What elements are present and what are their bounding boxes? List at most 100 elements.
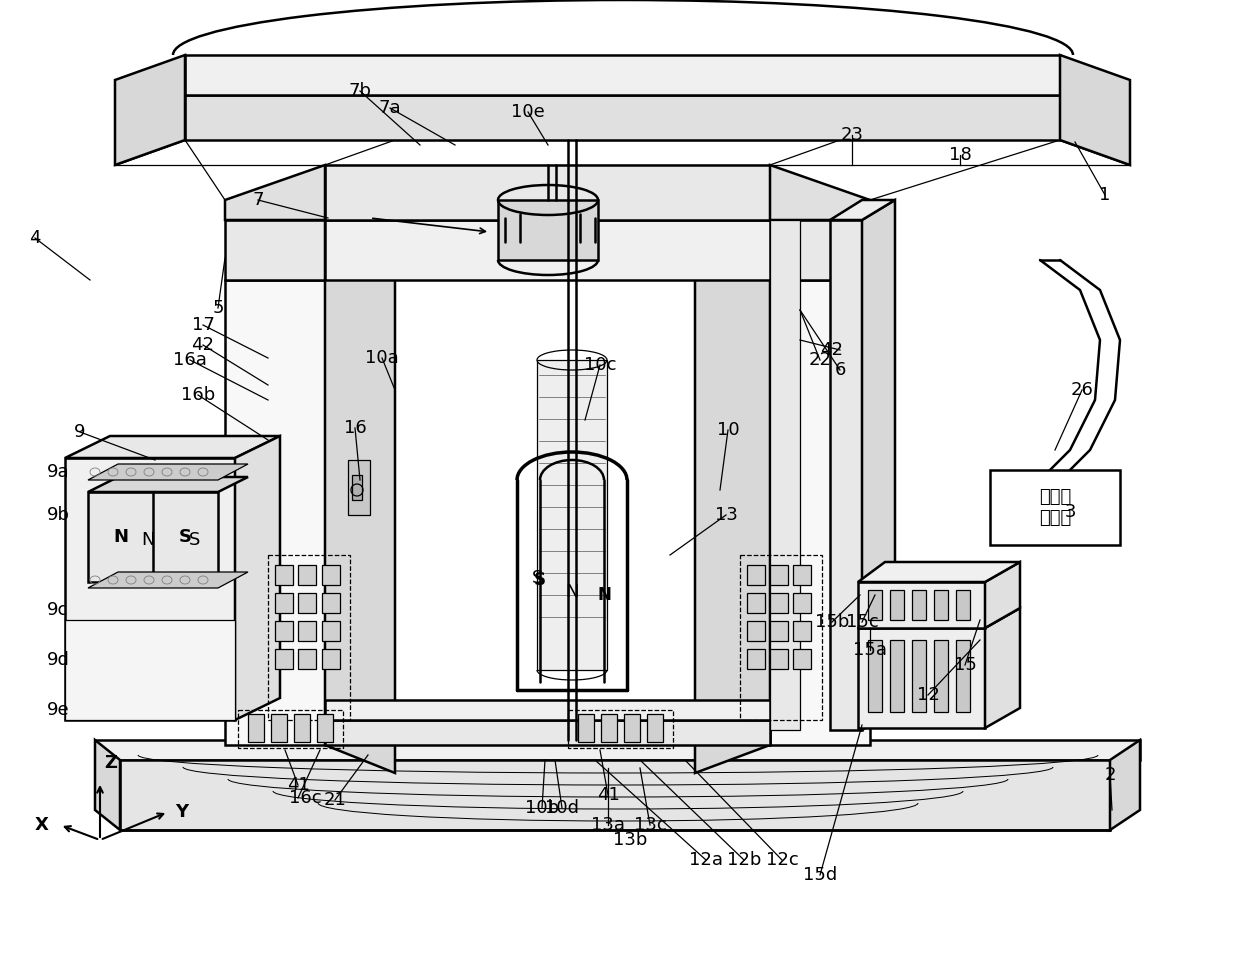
Polygon shape xyxy=(298,621,316,641)
Text: 2: 2 xyxy=(1105,766,1116,784)
Text: S: S xyxy=(179,528,191,546)
Text: 13a: 13a xyxy=(591,816,625,834)
Polygon shape xyxy=(224,280,325,745)
Polygon shape xyxy=(322,593,340,613)
Polygon shape xyxy=(64,620,236,720)
Polygon shape xyxy=(985,562,1021,628)
Polygon shape xyxy=(348,460,370,515)
Polygon shape xyxy=(956,640,970,712)
Polygon shape xyxy=(236,436,280,720)
Polygon shape xyxy=(858,608,1021,628)
Text: 9: 9 xyxy=(74,423,86,441)
Text: 9b: 9b xyxy=(47,506,69,524)
Polygon shape xyxy=(990,470,1120,545)
Polygon shape xyxy=(88,477,248,492)
Polygon shape xyxy=(858,628,985,728)
Text: 15c: 15c xyxy=(846,613,878,631)
Polygon shape xyxy=(746,649,765,669)
Text: 16: 16 xyxy=(343,419,366,437)
Text: 22: 22 xyxy=(808,351,832,369)
Polygon shape xyxy=(325,700,770,720)
Polygon shape xyxy=(275,593,293,613)
Text: 3: 3 xyxy=(1064,503,1076,521)
Polygon shape xyxy=(868,590,882,620)
Polygon shape xyxy=(934,590,949,620)
Text: 16b: 16b xyxy=(181,386,215,404)
Text: 15a: 15a xyxy=(853,641,887,659)
Text: 9a: 9a xyxy=(47,463,69,481)
Polygon shape xyxy=(185,55,1060,95)
Polygon shape xyxy=(770,165,870,220)
Polygon shape xyxy=(830,200,895,220)
Text: 13c: 13c xyxy=(634,816,666,834)
Polygon shape xyxy=(794,593,811,613)
Text: 7b: 7b xyxy=(348,82,372,100)
Polygon shape xyxy=(746,621,765,641)
Polygon shape xyxy=(325,720,770,745)
Polygon shape xyxy=(1060,55,1130,165)
Text: 洁净压
缩气源: 洁净压 缩气源 xyxy=(1039,488,1071,527)
Polygon shape xyxy=(537,360,608,670)
Text: S: S xyxy=(534,571,546,589)
Polygon shape xyxy=(770,649,787,669)
Polygon shape xyxy=(862,200,895,730)
Polygon shape xyxy=(890,640,904,712)
Text: 17: 17 xyxy=(191,316,215,334)
Text: 4: 4 xyxy=(30,229,41,247)
Polygon shape xyxy=(601,714,618,742)
Polygon shape xyxy=(88,572,248,588)
Polygon shape xyxy=(298,593,316,613)
Text: 10: 10 xyxy=(717,421,739,439)
Polygon shape xyxy=(694,220,770,773)
Text: 9e: 9e xyxy=(47,701,69,719)
Text: 10b: 10b xyxy=(525,799,559,817)
Text: Y: Y xyxy=(175,803,188,821)
Text: 6: 6 xyxy=(835,361,846,379)
Polygon shape xyxy=(858,562,1021,582)
Text: S: S xyxy=(190,531,201,549)
Polygon shape xyxy=(325,220,396,773)
Text: 10e: 10e xyxy=(511,103,544,121)
Text: N: N xyxy=(565,583,579,601)
Polygon shape xyxy=(985,608,1021,728)
Polygon shape xyxy=(224,220,325,280)
Polygon shape xyxy=(890,590,904,620)
Text: 9c: 9c xyxy=(47,601,68,619)
Polygon shape xyxy=(770,280,870,745)
Polygon shape xyxy=(322,565,340,585)
Text: 41: 41 xyxy=(596,786,620,804)
Polygon shape xyxy=(325,220,770,280)
Text: 26: 26 xyxy=(1070,381,1094,399)
Polygon shape xyxy=(746,565,765,585)
Polygon shape xyxy=(746,593,765,613)
Polygon shape xyxy=(317,714,334,742)
Text: 16a: 16a xyxy=(174,351,207,369)
Text: 21: 21 xyxy=(324,791,346,809)
Polygon shape xyxy=(64,458,236,720)
Polygon shape xyxy=(95,740,1140,760)
Polygon shape xyxy=(322,649,340,669)
Polygon shape xyxy=(934,640,949,712)
Text: N: N xyxy=(141,531,155,549)
Text: 18: 18 xyxy=(949,146,971,164)
Text: 10a: 10a xyxy=(365,349,399,367)
Polygon shape xyxy=(298,649,316,669)
Text: 15b: 15b xyxy=(815,613,849,631)
Polygon shape xyxy=(624,714,640,742)
Polygon shape xyxy=(794,565,811,585)
Polygon shape xyxy=(770,565,787,585)
Polygon shape xyxy=(275,565,293,585)
Text: 12b: 12b xyxy=(727,851,761,869)
Polygon shape xyxy=(911,590,926,620)
Text: Z: Z xyxy=(104,754,117,772)
Text: 42: 42 xyxy=(821,341,843,359)
Text: 7: 7 xyxy=(252,191,264,209)
Polygon shape xyxy=(770,220,800,730)
Polygon shape xyxy=(794,621,811,641)
Polygon shape xyxy=(578,714,594,742)
Text: X: X xyxy=(35,816,48,834)
Polygon shape xyxy=(120,760,1110,830)
Polygon shape xyxy=(868,640,882,712)
Text: S: S xyxy=(532,569,543,587)
Polygon shape xyxy=(95,740,120,830)
